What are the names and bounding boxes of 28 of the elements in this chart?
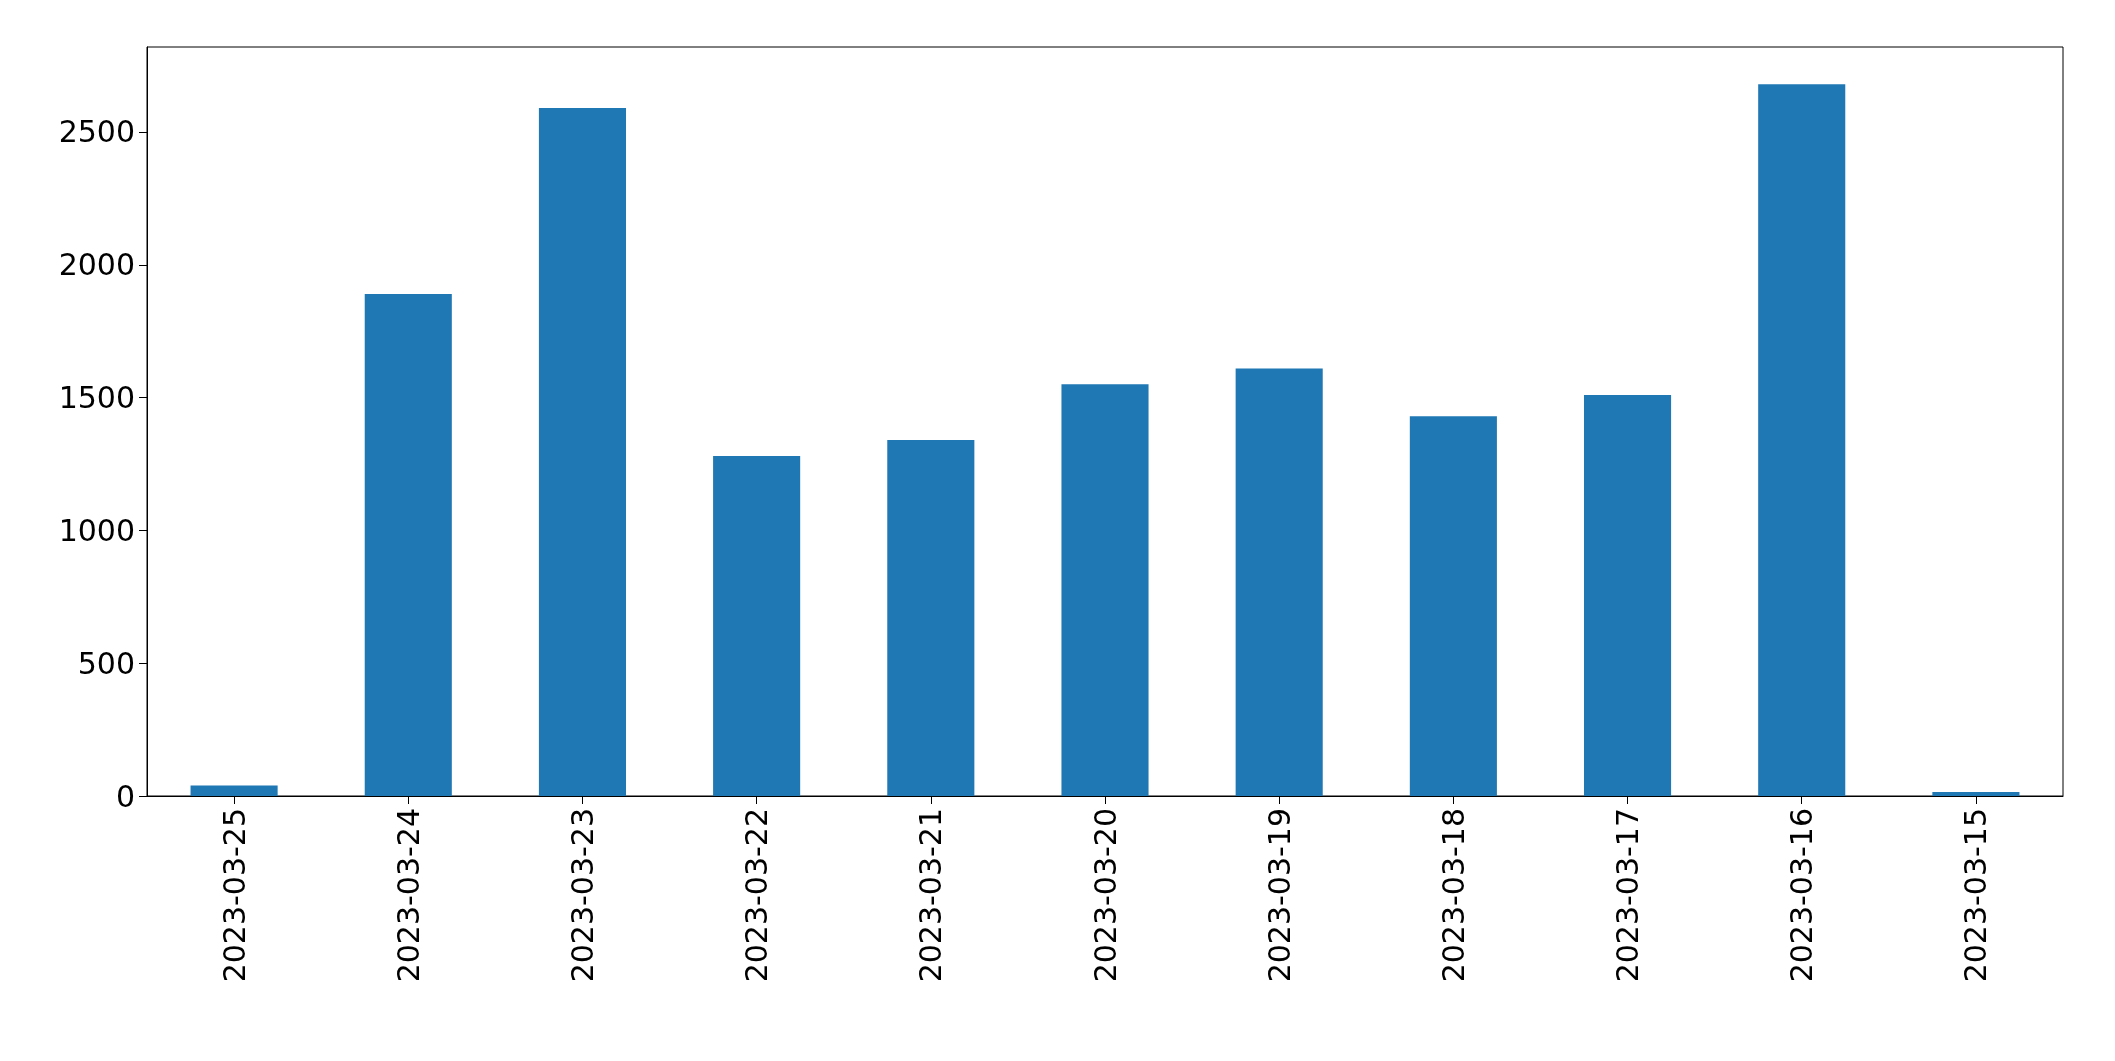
x-tick-label: 2023-03-22 (739, 808, 775, 983)
bar (190, 785, 278, 796)
bar (1061, 384, 1149, 796)
x-tick-label: 2023-03-24 (390, 808, 426, 983)
bar (1584, 394, 1672, 796)
y-tick-label: 2000 (58, 247, 135, 283)
x-tick-label: 2023-03-25 (216, 808, 252, 983)
x-tick-label: 2023-03-16 (1784, 808, 1820, 983)
x-tick-label: 2023-03-20 (1087, 808, 1123, 983)
x-tick-label: 2023-03-17 (1610, 808, 1646, 983)
bar (1758, 84, 1846, 796)
y-tick-label: 2500 (58, 114, 135, 150)
x-tick-label: 2023-03-23 (564, 808, 600, 983)
y-tick-label: 0 (115, 778, 135, 814)
bar (713, 456, 801, 796)
bar (364, 294, 452, 796)
bar (1932, 792, 2020, 796)
bar (887, 440, 975, 796)
y-tick-label: 500 (77, 645, 135, 681)
x-tick-label: 2023-03-18 (1435, 808, 1471, 983)
x-tick-label: 2023-03-15 (1958, 808, 1994, 983)
bar (1409, 416, 1497, 796)
bar (1235, 368, 1323, 796)
x-tick-label: 2023-03-21 (913, 808, 949, 983)
y-tick-label: 1500 (58, 380, 135, 416)
y-tick-label: 1000 (58, 512, 135, 548)
x-tick-label: 2023-03-19 (1261, 808, 1297, 983)
bar (538, 108, 626, 796)
